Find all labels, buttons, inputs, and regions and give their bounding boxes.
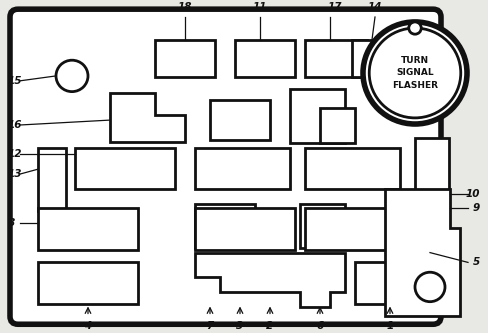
Circle shape xyxy=(414,272,444,302)
Circle shape xyxy=(368,28,460,118)
Text: 9: 9 xyxy=(472,203,479,213)
Text: 4: 4 xyxy=(84,321,91,331)
Bar xyxy=(38,208,138,250)
Text: 3: 3 xyxy=(236,321,243,331)
Text: 17: 17 xyxy=(327,2,342,12)
Text: 18: 18 xyxy=(177,2,192,12)
Bar xyxy=(209,101,269,140)
Bar xyxy=(319,108,354,143)
Text: 16: 16 xyxy=(8,120,22,130)
Circle shape xyxy=(56,60,88,92)
Bar xyxy=(389,194,427,284)
Text: 13: 13 xyxy=(8,169,22,179)
Text: 5: 5 xyxy=(472,257,479,267)
Text: 8: 8 xyxy=(8,218,15,228)
Text: 15: 15 xyxy=(8,76,22,86)
Bar xyxy=(38,262,138,304)
Text: 2: 2 xyxy=(266,321,273,331)
Bar xyxy=(195,148,289,189)
Text: 6: 6 xyxy=(316,321,323,331)
Text: TURN
SIGNAL
FLASHER: TURN SIGNAL FLASHER xyxy=(391,56,437,90)
Bar xyxy=(289,89,345,143)
Bar xyxy=(75,148,175,189)
Polygon shape xyxy=(299,203,345,248)
Text: 14: 14 xyxy=(367,2,382,12)
Text: 10: 10 xyxy=(465,189,479,199)
Polygon shape xyxy=(384,189,459,316)
Bar xyxy=(305,208,399,250)
Text: 1: 1 xyxy=(386,321,393,331)
Circle shape xyxy=(362,22,466,124)
Text: 11: 11 xyxy=(252,2,267,12)
Bar xyxy=(305,148,399,189)
Bar xyxy=(305,40,366,77)
Bar xyxy=(155,40,215,77)
Polygon shape xyxy=(195,203,254,248)
FancyBboxPatch shape xyxy=(10,9,440,324)
Text: 7: 7 xyxy=(206,321,213,331)
Bar xyxy=(354,262,424,304)
Bar xyxy=(351,40,391,77)
Text: 12: 12 xyxy=(8,150,22,160)
Polygon shape xyxy=(195,253,345,307)
Bar xyxy=(38,148,66,211)
Bar xyxy=(195,208,294,250)
Circle shape xyxy=(408,22,420,34)
Bar xyxy=(235,40,294,77)
Bar xyxy=(414,138,448,226)
Polygon shape xyxy=(110,93,184,142)
